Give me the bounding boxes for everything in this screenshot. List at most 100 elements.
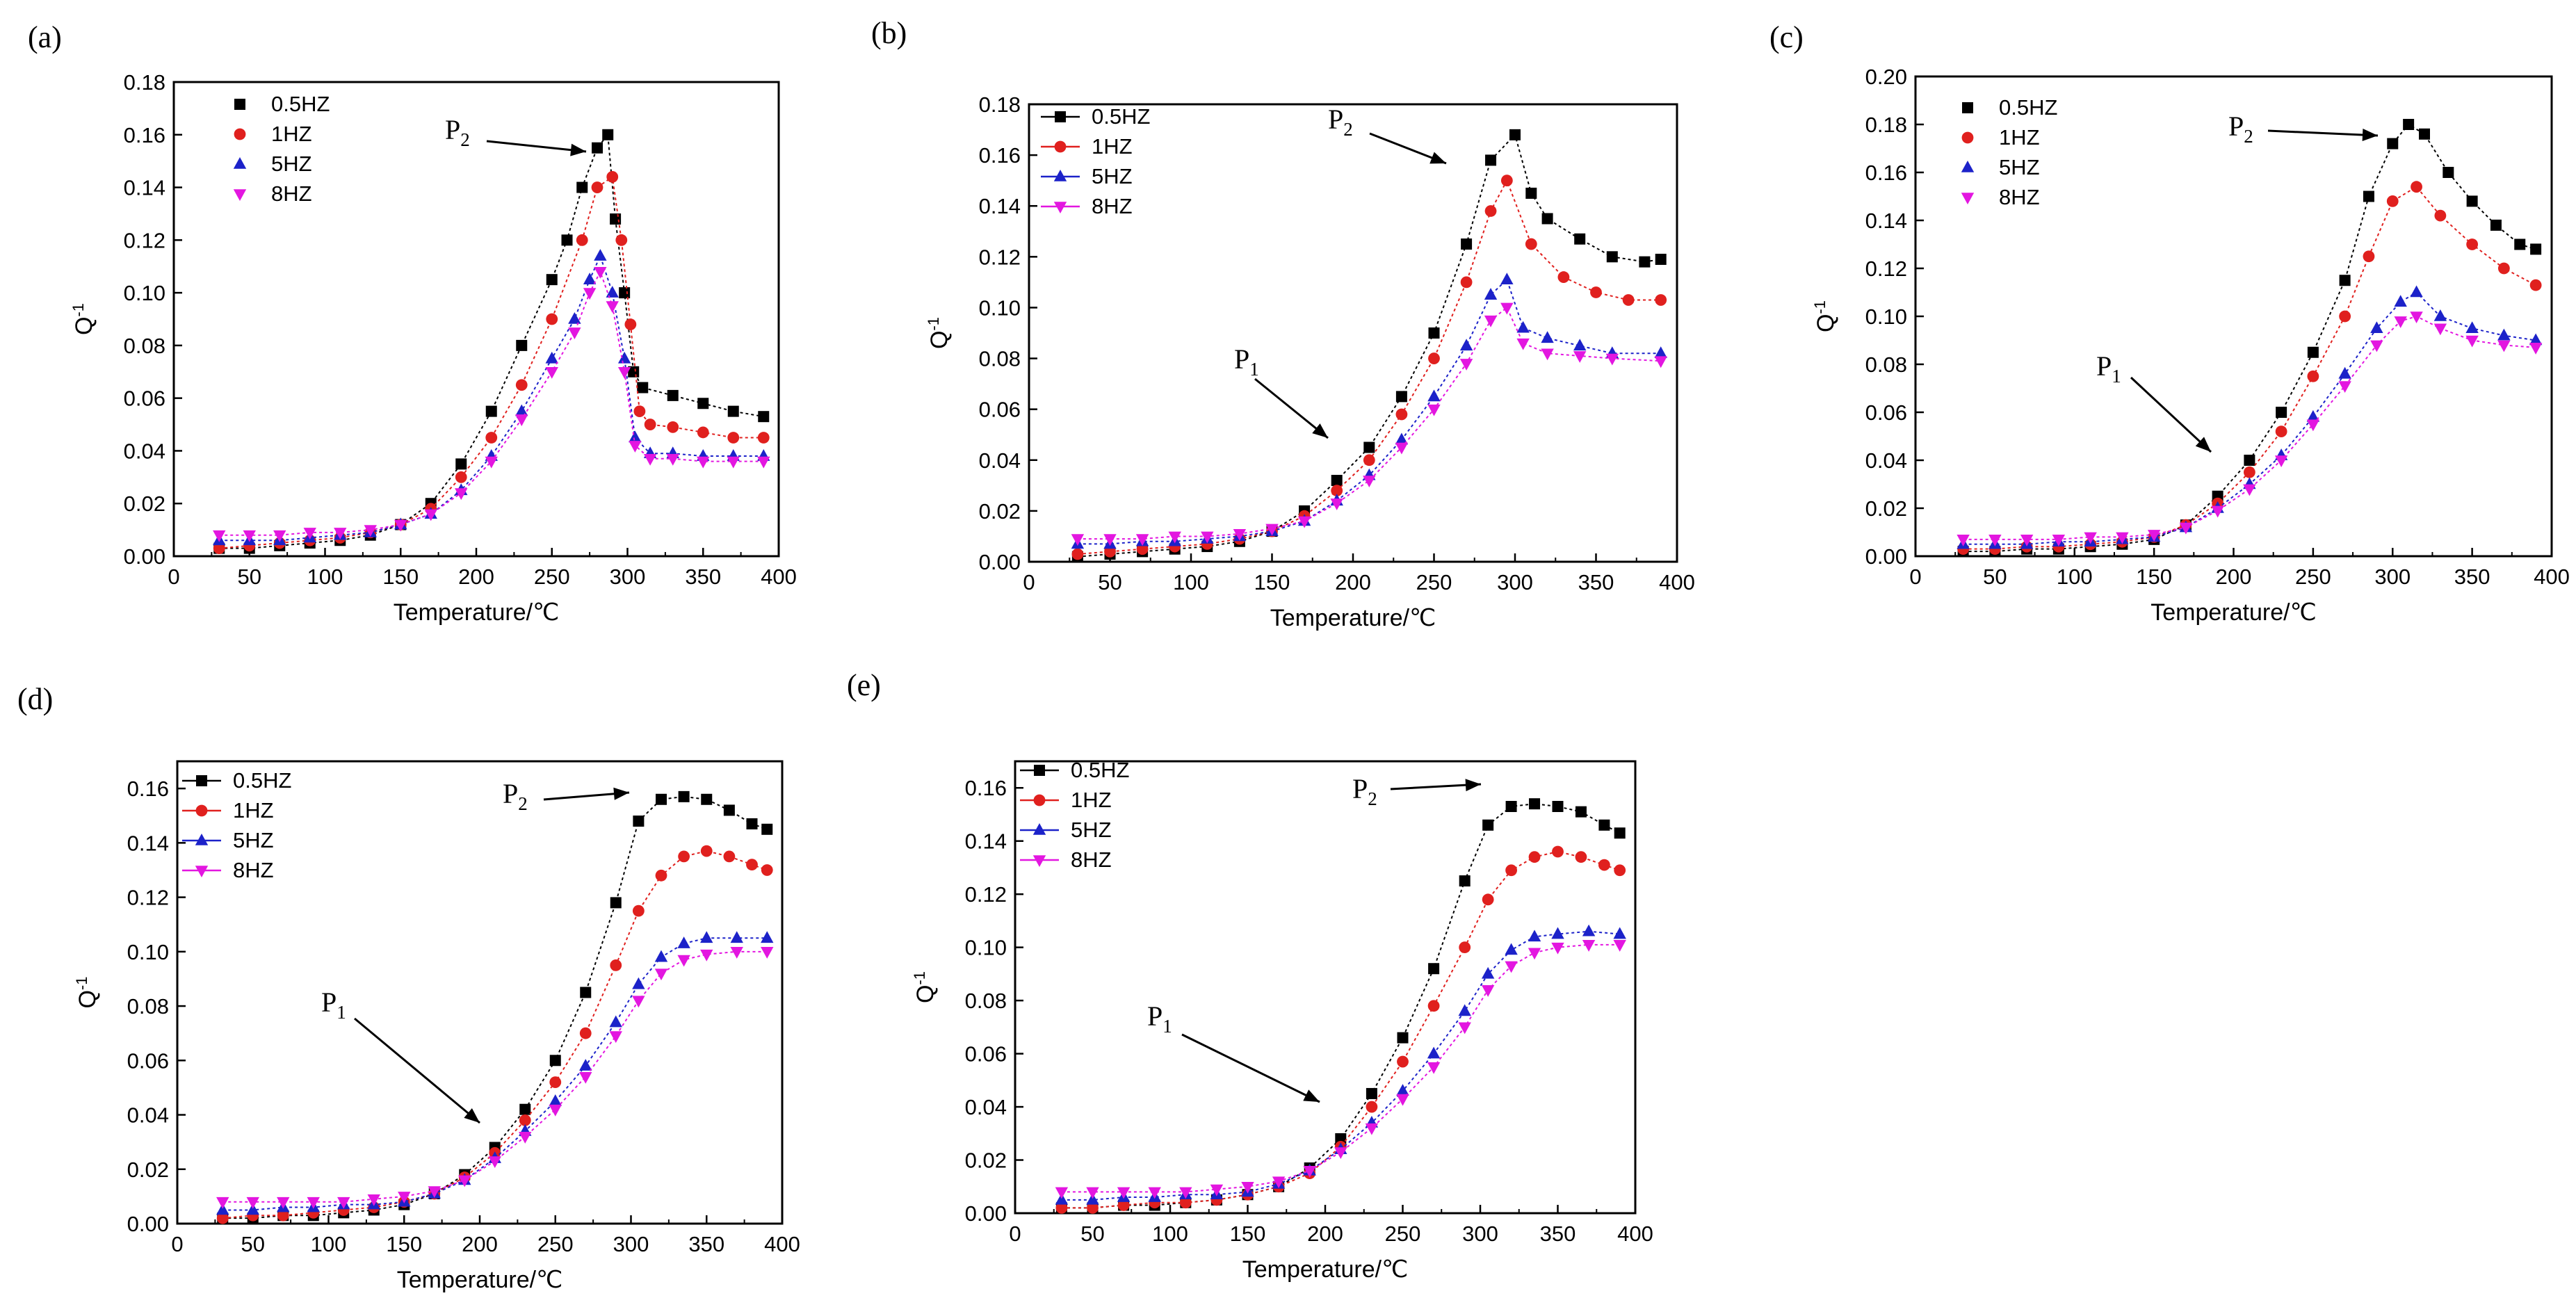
data-point [364, 525, 377, 537]
data-point [2394, 295, 2407, 307]
legend-marker [1034, 765, 1045, 776]
data-point [2529, 333, 2543, 346]
data-point [617, 351, 631, 364]
data-point [730, 947, 743, 959]
data-point [1241, 1181, 1254, 1194]
data-point [2466, 238, 2479, 250]
data-point [1427, 1062, 1441, 1074]
y-tick-label: 0.08 [124, 334, 165, 358]
y-tick-label: 0.10 [127, 940, 169, 964]
data-point [727, 432, 740, 444]
annotation-arrow-head [570, 143, 586, 156]
legend-label: 0.5HZ [1092, 104, 1150, 129]
data-point [277, 1197, 290, 1209]
data-point [697, 456, 710, 469]
y-tick-label: 0.00 [965, 1201, 1007, 1226]
data-point [561, 234, 573, 246]
legend-marker [1961, 193, 1975, 204]
legend-label: 1HZ [233, 798, 274, 822]
y-tick-label: 0.14 [127, 831, 169, 855]
y-axis-title: Q-1 [911, 971, 939, 1003]
data-point [1459, 875, 1471, 887]
data-point [1427, 1000, 1440, 1012]
y-tick-label: 0.20 [1865, 65, 1907, 89]
legend-label: 5HZ [1999, 155, 2040, 179]
data-point [1427, 389, 1441, 402]
legend-label: 1HZ [271, 122, 312, 146]
x-axis-title: Temperature/℃ [1270, 605, 1436, 631]
data-point [213, 530, 226, 542]
annotation-label: P1 [1147, 1000, 1172, 1037]
data-point [1395, 391, 1407, 403]
series-8HZ [1071, 302, 1667, 546]
data-point [1331, 485, 1343, 497]
data-point [2403, 119, 2415, 130]
y-axis-title: Q-1 [1811, 300, 1839, 332]
data-point [1458, 1004, 1471, 1016]
data-point [730, 931, 743, 943]
data-point [1363, 441, 1375, 453]
panel-label: (b) [871, 16, 907, 50]
data-point [1303, 1166, 1316, 1178]
series-line [1061, 930, 1620, 1201]
annotation-arrow-head [464, 1108, 480, 1123]
data-point [632, 905, 645, 917]
x-tick-label: 0 [171, 1232, 183, 1256]
y-tick-label: 0.08 [1865, 352, 1907, 377]
series-line [1077, 133, 1661, 558]
data-point [2370, 321, 2383, 334]
data-point [678, 790, 690, 802]
data-point [580, 987, 592, 998]
data-point [1481, 985, 1495, 997]
data-point [398, 1192, 411, 1203]
x-tick-label: 350 [688, 1232, 724, 1256]
annotation-arrow-head [1312, 423, 1328, 438]
series-1HZ [213, 171, 770, 555]
data-point [2497, 340, 2511, 352]
data-point [609, 1015, 622, 1028]
annotation-label: P2 [1328, 104, 1353, 140]
data-point [1528, 930, 1541, 942]
data-point [1363, 476, 1376, 488]
y-tick-label: 0.10 [965, 936, 1007, 960]
data-point [1168, 531, 1181, 544]
data-point [549, 1055, 561, 1066]
annotation-label: P1 [2096, 350, 2121, 387]
data-point [2529, 279, 2542, 291]
data-point [1071, 548, 1084, 560]
legend-marker [1962, 102, 1973, 113]
legend-label: 5HZ [271, 152, 312, 176]
data-point [2147, 530, 2161, 542]
legend-label: 0.5HZ [1071, 758, 1129, 782]
legend-marker [1054, 140, 1067, 153]
data-point [545, 351, 558, 364]
data-point [1201, 531, 1214, 544]
x-tick-label: 150 [382, 565, 419, 589]
data-point [485, 405, 497, 417]
x-tick-label: 300 [610, 565, 646, 589]
data-point [2020, 535, 2034, 546]
series-line [219, 133, 764, 549]
y-tick-label: 0.04 [1865, 448, 1907, 473]
data-point [615, 234, 628, 246]
legend-marker [195, 804, 208, 817]
x-tick-label: 200 [1335, 570, 1371, 594]
legend-marker [1053, 202, 1067, 213]
annotation-arrow-line [486, 140, 587, 153]
data-point [2410, 285, 2423, 298]
data-point [2275, 425, 2287, 437]
y-tick-label: 0.08 [127, 994, 169, 1019]
y-tick-label: 0.12 [127, 886, 169, 910]
x-tick-label: 250 [1416, 570, 1452, 594]
x-tick-label: 150 [1230, 1222, 1266, 1246]
x-tick-label: 250 [2295, 565, 2331, 589]
data-point [594, 267, 607, 279]
data-point [216, 1203, 229, 1215]
data-point [1117, 1187, 1131, 1199]
annotation-arrow-line [2130, 376, 2212, 453]
y-tick-label: 0.14 [979, 194, 1021, 218]
y-tick-label: 0.16 [124, 123, 165, 147]
data-point [424, 509, 437, 521]
annotation-arrow-head [1429, 152, 1446, 164]
data-point [515, 404, 528, 416]
